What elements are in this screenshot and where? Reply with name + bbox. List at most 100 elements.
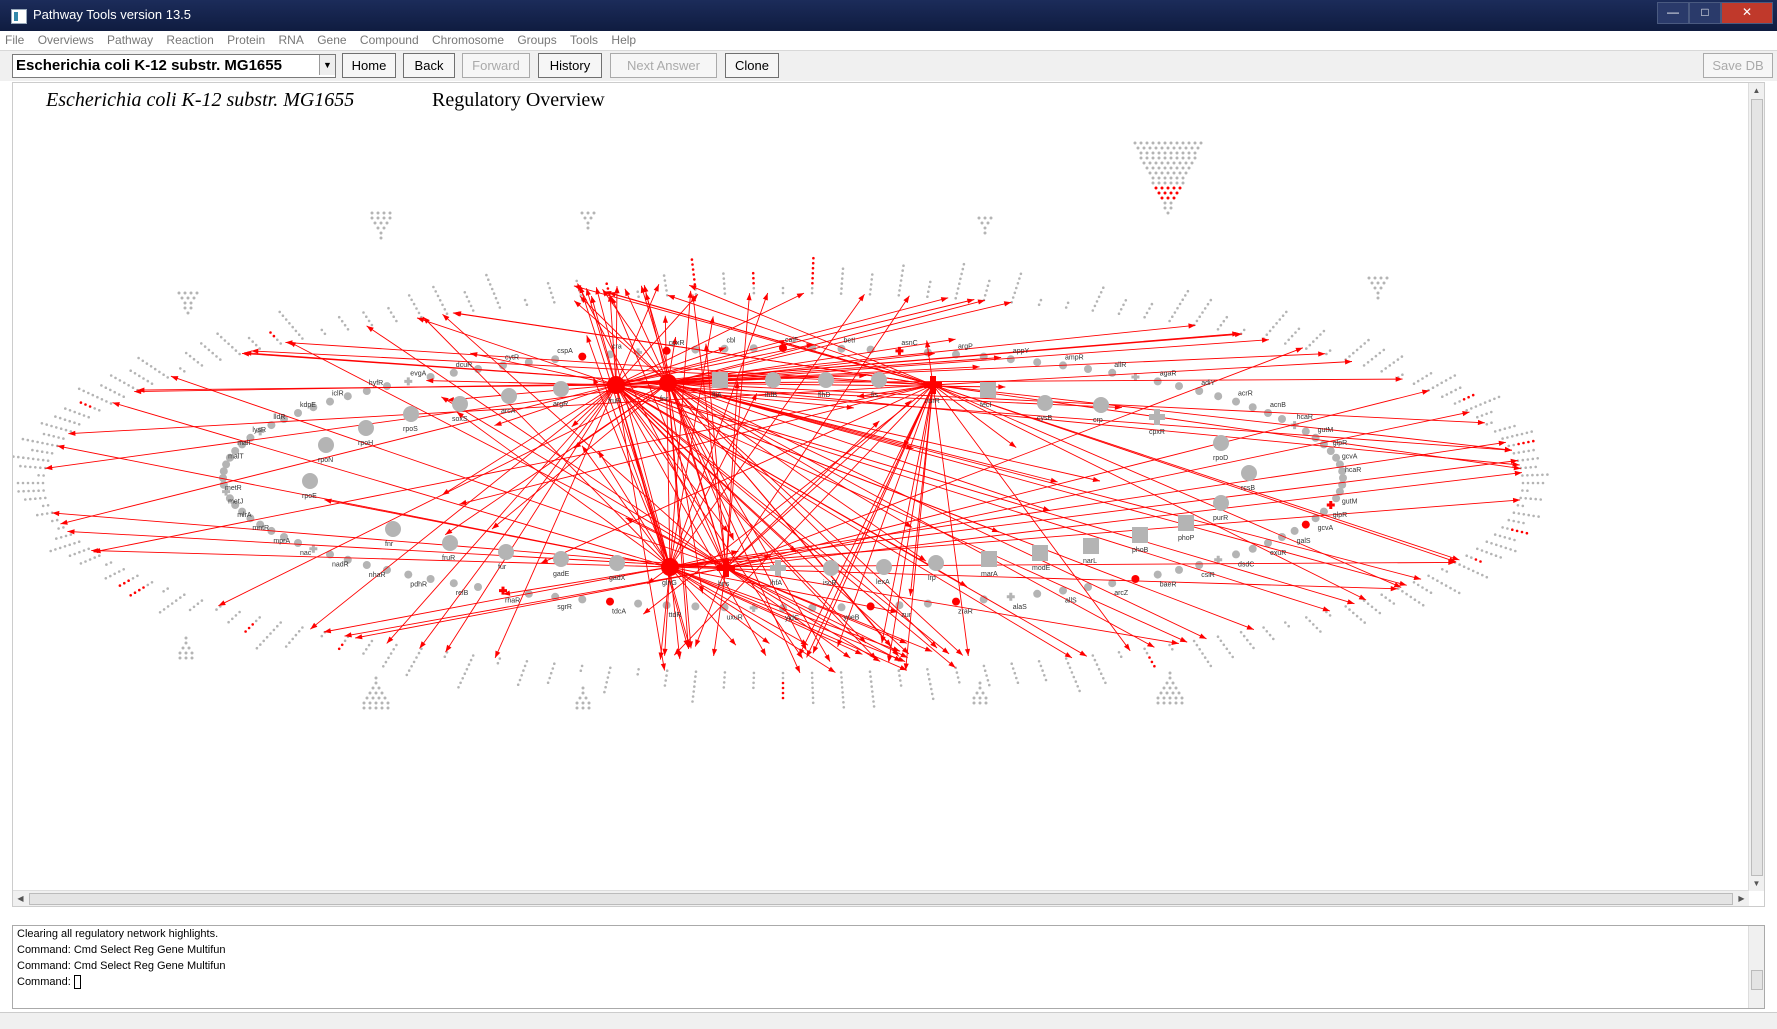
regulated-gene-node[interactable] [606,287,610,290]
regulated-gene-node[interactable] [370,639,374,643]
regulated-gene-node[interactable] [1376,291,1380,295]
menu-tools[interactable]: Tools [570,33,599,47]
regulated-gene-node[interactable] [284,645,288,648]
hub-regulator-node[interactable] [818,372,834,388]
regulated-gene-node[interactable] [723,287,726,290]
regulated-gene-node[interactable] [899,279,903,282]
regulated-gene-node[interactable] [1531,457,1535,461]
regulated-gene-node[interactable] [374,676,378,680]
regulated-gene-node[interactable] [839,292,843,295]
regulator-node[interactable] [895,346,904,355]
regulated-gene-node[interactable] [899,679,902,682]
regulated-gene-node[interactable] [584,696,588,700]
regulated-gene-node[interactable] [1517,520,1520,524]
regulated-gene-node[interactable] [1195,643,1199,647]
regulated-gene-node[interactable] [1359,618,1363,621]
regulated-gene-node[interactable] [1148,171,1152,175]
regulated-gene-node[interactable] [1529,497,1532,501]
regulated-gene-node[interactable] [1133,141,1137,145]
regulated-gene-node[interactable] [1160,196,1164,200]
regulator-node[interactable] [524,358,533,367]
regulated-gene-node[interactable] [1536,457,1539,460]
regulated-gene-node[interactable] [1315,626,1319,630]
regulator-node[interactable] [1153,570,1162,579]
regulated-gene-node[interactable] [955,671,959,674]
regulated-gene-node[interactable] [405,673,409,677]
regulated-gene-node[interactable] [87,391,90,395]
regulated-gene-node[interactable] [898,289,901,292]
regulated-gene-node[interactable] [1534,497,1537,501]
regulated-gene-node[interactable] [1392,602,1396,605]
regulated-gene-node[interactable] [362,701,366,705]
regulated-gene-node[interactable] [983,231,987,235]
regulated-gene-node[interactable] [1476,415,1479,419]
regulated-gene-node[interactable] [463,291,467,294]
regulator-node[interactable] [1108,579,1117,588]
regulated-gene-node[interactable] [926,668,929,671]
regulated-gene-node[interactable] [122,568,125,571]
regulator-node[interactable] [662,601,671,610]
regulated-gene-node[interactable] [1517,451,1521,454]
regulated-gene-node[interactable] [1151,176,1155,180]
regulated-gene-node[interactable] [1503,536,1507,539]
regulated-gene-node[interactable] [1421,586,1424,589]
regulated-gene-node[interactable] [972,696,976,700]
regulated-gene-node[interactable] [133,591,137,594]
regulated-gene-node[interactable] [1315,336,1319,340]
regulated-gene-node[interactable] [34,497,37,501]
regulator-node[interactable] [1214,555,1223,564]
regulated-gene-node[interactable] [410,298,413,302]
regulated-gene-node[interactable] [1011,667,1015,670]
regulated-gene-node[interactable] [465,667,469,671]
regulated-gene-node[interactable] [1458,563,1461,566]
regulated-gene-node[interactable] [1124,299,1128,302]
regulator-node[interactable] [309,403,318,412]
regulated-gene-node[interactable] [1425,588,1428,592]
regulated-gene-node[interactable] [461,677,465,680]
regulated-gene-node[interactable] [1536,473,1539,477]
regulated-gene-node[interactable] [22,489,25,493]
regulated-gene-node[interactable] [1156,701,1160,705]
regulated-gene-node[interactable] [251,623,254,626]
regulated-gene-node[interactable] [109,402,113,405]
menu-protein[interactable]: Protein [227,33,266,47]
regulated-gene-node[interactable] [1485,540,1489,543]
regulated-gene-node[interactable] [365,315,368,318]
regulator-node[interactable] [1290,526,1299,535]
regulated-gene-node[interactable] [127,579,130,582]
regulated-gene-node[interactable] [1384,596,1387,599]
regulated-gene-node[interactable] [29,465,32,469]
regulated-gene-node[interactable] [1508,537,1511,540]
regulated-gene-node[interactable] [219,605,222,608]
scroll-right-icon[interactable]: ▶ [1738,894,1745,903]
regulated-gene-node[interactable] [183,291,187,295]
regulated-gene-node[interactable] [960,272,963,276]
regulated-gene-node[interactable] [1401,590,1404,593]
regulated-gene-node[interactable] [868,293,872,296]
hub-regulator-node[interactable] [609,555,625,571]
regulated-gene-node[interactable] [1162,686,1166,690]
regulated-gene-node[interactable] [723,676,726,679]
regulated-gene-node[interactable] [36,481,40,485]
regulated-gene-node[interactable] [1524,466,1527,470]
regulator-node[interactable] [362,561,371,569]
regulated-gene-node[interactable] [899,284,902,287]
regulated-gene-node[interactable] [1169,176,1173,180]
regulated-gene-node[interactable] [162,590,165,593]
regulated-gene-node[interactable] [21,437,25,441]
regulated-gene-node[interactable] [36,449,39,453]
regulated-gene-node[interactable] [192,605,196,609]
regulated-gene-node[interactable] [1328,614,1332,617]
hub-regulator-node[interactable] [501,388,517,404]
regulated-gene-node[interactable] [141,359,145,363]
regulated-gene-node[interactable] [40,450,44,454]
regulated-gene-node[interactable] [1516,459,1520,463]
regulated-gene-node[interactable] [52,435,55,438]
regulated-gene-node[interactable] [1037,660,1041,663]
regulated-gene-node[interactable] [190,656,194,660]
regulated-gene-node[interactable] [1527,449,1530,453]
regulated-gene-node[interactable] [1163,201,1167,205]
regulated-gene-node[interactable] [551,667,555,670]
regulated-gene-node[interactable] [1512,452,1516,455]
regulated-gene-node[interactable] [1440,581,1443,585]
